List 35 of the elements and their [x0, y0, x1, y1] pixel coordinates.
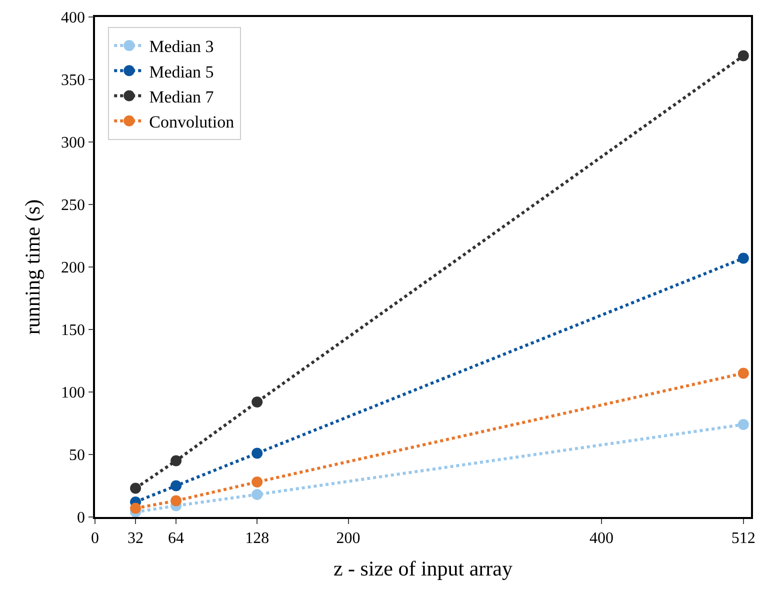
point: [130, 502, 142, 514]
y-tick-label: 150: [61, 322, 86, 340]
point: [170, 495, 182, 506]
y-tick-label: 300: [61, 134, 86, 152]
y-tick-label: 400: [61, 10, 86, 27]
point: [170, 455, 182, 466]
y-tick-label: 50: [69, 447, 86, 464]
point: [170, 480, 182, 492]
x-tick-label: 64: [168, 530, 184, 547]
legend-label: Median 7: [149, 87, 214, 106]
x-tick-label: 0: [91, 530, 99, 547]
x-tick-label: 400: [590, 530, 614, 547]
legend-label: Median 3: [149, 37, 214, 56]
point: [252, 448, 263, 459]
point: [738, 419, 749, 430]
legend-label: Median 5: [149, 62, 214, 82]
point: [252, 396, 263, 408]
y-axis-title: running time (s): [20, 199, 45, 335]
y-tick-label: 350: [61, 72, 86, 90]
point: [738, 368, 749, 379]
point: [738, 252, 749, 264]
point: [252, 489, 263, 500]
point: [130, 482, 142, 494]
y-tick-label: 250: [61, 197, 86, 214]
x-axis-title: z - size of input array: [333, 556, 513, 581]
point: [738, 50, 749, 62]
point: [252, 476, 263, 488]
x-tick-label: 200: [336, 530, 360, 547]
x-tick-label: 128: [245, 530, 270, 547]
y-tick-label: 100: [61, 384, 86, 402]
legend-label: Convolution: [149, 112, 235, 132]
x-tick-label: 512: [731, 530, 756, 547]
y-tick-label: 0: [77, 510, 86, 527]
y-tick-label: 200: [61, 260, 86, 277]
x-tick-label: 32: [128, 530, 144, 547]
